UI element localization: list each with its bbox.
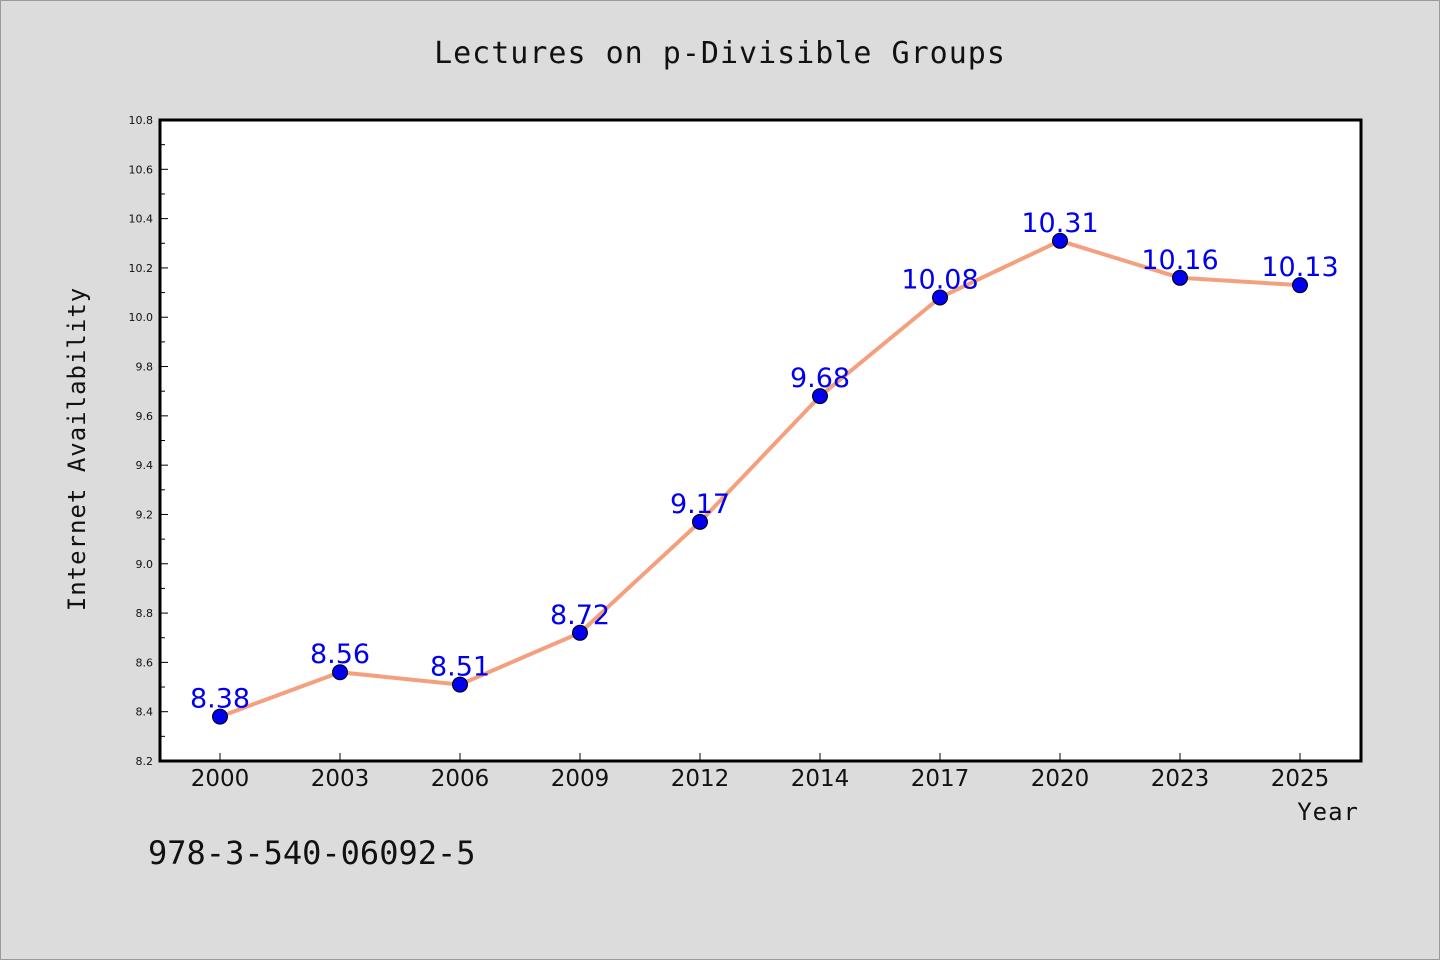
y-tick-label: 9.8: [136, 361, 154, 374]
x-tick-label: 2003: [311, 766, 370, 792]
data-point: [572, 624, 588, 641]
data-point: [812, 388, 828, 405]
y-tick-label: 8.6: [136, 656, 154, 669]
x-tick-label: 2020: [1031, 766, 1090, 792]
data-point: [452, 676, 468, 693]
data-label: 10.16: [1141, 245, 1218, 276]
y-tick-label: 10.4: [129, 213, 154, 226]
data-label: 9.17: [670, 489, 730, 520]
data-label: 8.72: [550, 600, 610, 631]
y-tick-label: 8.8: [136, 607, 154, 620]
x-tick-label: 2014: [791, 766, 850, 792]
x-tick-label: 2017: [911, 766, 970, 792]
data-label-layer: 8.38 8.56 8.51 8.72 9.17 9.68 10.08 10.31 10.16 1…: [190, 208, 1339, 715]
y-tick-label: 9.4: [136, 459, 154, 472]
y-axis: 8.2 8.4 8.6 8.8 9.0 9.2 9.4 9.6 9.8 10.0 10.2 10.4 1…: [129, 114, 168, 768]
x-tick-label: 2000: [191, 766, 250, 792]
y-tick-label: 8.4: [136, 706, 154, 719]
y-tick-label: 9.0: [136, 558, 154, 571]
data-point: [1292, 277, 1308, 294]
data-label: 8.38: [190, 684, 250, 715]
isbn-annotation: 978-3-540-06092-5: [148, 834, 476, 872]
data-label: 10.13: [1261, 252, 1338, 283]
series-line: [219, 238, 1301, 719]
y-tick-label: 9.2: [136, 508, 154, 521]
data-label: 10.08: [901, 265, 978, 296]
plot-area: [158, 118, 1363, 763]
data-label: 8.56: [310, 639, 370, 670]
x-tick-label: 2009: [551, 766, 610, 792]
y-axis-label: Internet Availability: [63, 287, 91, 611]
x-axis-label: Year: [1297, 798, 1359, 826]
x-axis: 2000 2003 2006 2009 2012 2014 2017 2020 2023 2025: [191, 753, 1330, 792]
data-label: 8.51: [430, 652, 490, 683]
data-point: [1052, 232, 1068, 249]
data-label: 10.31: [1021, 208, 1098, 239]
data-point: [332, 664, 348, 681]
y-tick-label: 10.2: [129, 262, 154, 275]
x-tick-label: 2023: [1151, 766, 1210, 792]
series-layer: [212, 232, 1308, 725]
data-point: [1172, 269, 1188, 286]
x-tick-label: 2012: [671, 766, 730, 792]
x-tick-label: 2006: [431, 766, 490, 792]
x-tick-label: 2025: [1271, 766, 1330, 792]
data-label: 9.68: [790, 363, 850, 394]
y-tick-label: 9.6: [136, 410, 154, 423]
y-tick-label: 10.8: [129, 114, 154, 127]
data-point: [692, 513, 708, 530]
y-tick-label: 10.0: [129, 311, 154, 324]
data-point: [212, 708, 228, 725]
data-point: [932, 289, 948, 306]
y-tick-label: 10.6: [129, 163, 154, 176]
y-tick-label: 8.2: [136, 755, 154, 768]
chart-title: Lectures on p-Divisible Groups: [434, 36, 1006, 71]
